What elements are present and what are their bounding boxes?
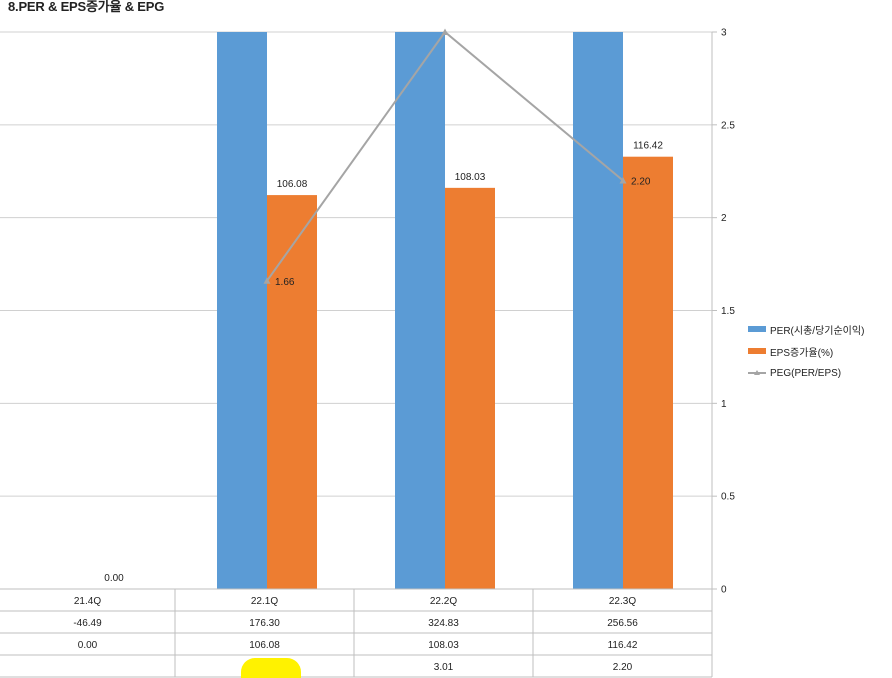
legend-item-peg: PEG(PER/EPS) bbox=[748, 362, 864, 384]
table-cell: 176.30 bbox=[249, 618, 280, 629]
table-cell: 21.4Q bbox=[74, 596, 101, 607]
right-tick-label: 2 bbox=[721, 213, 727, 224]
right-tick-label: 0 bbox=[721, 585, 727, 596]
legend-label-peg: PEG(PER/EPS) bbox=[770, 367, 842, 379]
right-tick-label: 3 bbox=[721, 28, 727, 39]
bar-eps bbox=[267, 195, 317, 589]
bar-data-label: 108.03 bbox=[455, 172, 486, 183]
table-cell: 108.03 bbox=[428, 640, 459, 651]
table-cell: 22.3Q bbox=[609, 596, 636, 607]
bar-eps bbox=[623, 156, 673, 590]
legend: PER(시총/당기순이익) EPS증가율(%) PEG(PER/EPS) bbox=[748, 318, 864, 384]
bar-data-label: 106.08 bbox=[277, 179, 308, 190]
right-tick-label: 0.5 bbox=[721, 492, 735, 503]
highlight-mark bbox=[241, 658, 301, 678]
table-cell: 0.00 bbox=[78, 640, 98, 651]
table-cell: -46.49 bbox=[73, 618, 102, 629]
peg-marker bbox=[263, 277, 271, 284]
table-cell: 22.1Q bbox=[251, 596, 278, 607]
right-tick-label: 1 bbox=[721, 399, 727, 410]
peg-data-label: 1.66 bbox=[275, 277, 295, 288]
table-cell: 22.2Q bbox=[430, 596, 457, 607]
table-cell: 116.42 bbox=[608, 640, 638, 651]
table-cell: 2.20 bbox=[613, 662, 633, 673]
peg-marker bbox=[441, 28, 449, 35]
table-cell: 3.01 bbox=[434, 662, 454, 673]
legend-swatch-eps bbox=[748, 348, 766, 354]
legend-swatch-per bbox=[748, 326, 766, 332]
legend-item-per: PER(시총/당기순이익) bbox=[748, 318, 864, 340]
right-tick-label: 1.5 bbox=[721, 306, 735, 317]
bar-data-label: 116.42 bbox=[633, 141, 663, 152]
bar-data-label: 0.00 bbox=[104, 573, 124, 584]
table-cell: 324.83 bbox=[428, 618, 459, 629]
right-tick-label: 2.5 bbox=[721, 120, 735, 131]
bar-per bbox=[573, 32, 623, 589]
table-cell: 106.08 bbox=[249, 640, 280, 651]
bar-per bbox=[217, 32, 267, 589]
peg-data-label: 2.20 bbox=[631, 177, 651, 188]
peg-marker bbox=[619, 177, 627, 184]
legend-item-eps: EPS증가율(%) bbox=[748, 340, 864, 362]
chart-title: 8.PER & EPS증가율 & EPG bbox=[8, 0, 165, 14]
legend-label-per: PER(시총/당기순이익) bbox=[770, 325, 865, 337]
table-cell: 256.56 bbox=[607, 618, 638, 629]
legend-swatch-peg bbox=[748, 370, 766, 376]
legend-label-eps: EPS증가율(%) bbox=[770, 347, 834, 359]
bar-per bbox=[395, 32, 445, 589]
bar-eps bbox=[445, 187, 495, 589]
